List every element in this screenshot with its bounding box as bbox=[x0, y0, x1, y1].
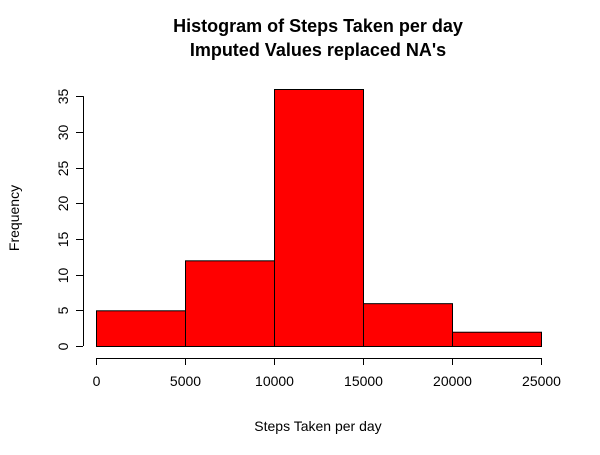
x-tick-label-1: 5000 bbox=[170, 373, 201, 389]
y-tick-label-3: 15 bbox=[55, 232, 71, 248]
x-axis: 0 5000 10000 15000 20000 25000 bbox=[93, 358, 561, 389]
y-tick-label-7: 35 bbox=[55, 89, 71, 105]
x-axis-label: Steps Taken per day bbox=[254, 418, 381, 434]
x-tick-label-5: 25000 bbox=[522, 373, 561, 389]
x-tick-label-0: 0 bbox=[93, 373, 101, 389]
x-tick-label-2: 10000 bbox=[255, 373, 294, 389]
histogram-bar-4 bbox=[452, 331, 542, 348]
y-tick-label-2: 10 bbox=[55, 268, 71, 284]
y-tick-label-1: 5 bbox=[55, 306, 71, 314]
bars-group bbox=[96, 89, 542, 348]
y-tick-label-6: 30 bbox=[55, 125, 71, 141]
histogram-bar-2 bbox=[274, 89, 364, 347]
y-tick-label-5: 25 bbox=[55, 161, 71, 177]
y-axis: 0 5 10 15 20 25 30 35 bbox=[55, 89, 84, 350]
histogram-bar-1 bbox=[185, 260, 275, 348]
histogram-bar-3 bbox=[363, 303, 453, 347]
y-tick-label-4: 20 bbox=[55, 196, 71, 212]
y-tick-label-0: 0 bbox=[55, 342, 71, 350]
x-tick-label-3: 15000 bbox=[344, 373, 383, 389]
y-axis-label: Frequency bbox=[6, 185, 22, 251]
chart-title: Histogram of Steps Taken per day bbox=[173, 16, 463, 36]
histogram-bar-0 bbox=[96, 310, 186, 347]
x-tick-label-4: 20000 bbox=[433, 373, 472, 389]
chart-subtitle: Imputed Values replaced NA's bbox=[190, 40, 446, 60]
